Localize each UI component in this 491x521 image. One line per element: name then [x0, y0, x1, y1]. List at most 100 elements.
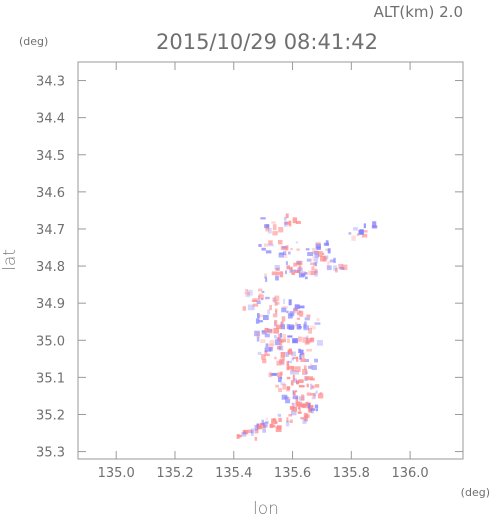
data-cell [292, 356, 299, 360]
data-cell [263, 243, 269, 247]
data-cell [310, 392, 315, 396]
data-cell [309, 408, 316, 411]
data-cell [285, 270, 288, 275]
data-cell [317, 393, 324, 399]
data-cell [356, 233, 360, 236]
data-cell [272, 297, 275, 302]
data-cell [254, 330, 260, 337]
data-cell [272, 224, 277, 231]
data-cell [283, 298, 286, 305]
data-cell [252, 305, 255, 311]
data-cell [280, 338, 287, 343]
data-cell [327, 248, 331, 254]
data-cell [309, 325, 316, 330]
data-cell [274, 264, 280, 270]
data-cell [314, 404, 319, 409]
data-cell [282, 306, 288, 309]
data-cell [298, 348, 301, 354]
data-cell [293, 378, 297, 383]
data-cell [288, 348, 292, 352]
data-cell [278, 345, 284, 351]
data-cell [293, 340, 297, 343]
data-cell [245, 289, 248, 292]
data-cell [302, 337, 308, 343]
data-cell [309, 405, 314, 410]
data-cell [297, 336, 302, 342]
data-cell [281, 394, 288, 400]
data-cell [280, 322, 283, 328]
data-cell [257, 295, 260, 301]
data-cell [281, 307, 287, 313]
data-cell [286, 265, 290, 270]
data-cell [314, 270, 319, 277]
data-cell [313, 251, 319, 255]
data-cell [306, 314, 311, 318]
data-cell [291, 406, 298, 412]
data-cell [296, 260, 301, 265]
data-cell [273, 297, 277, 303]
data-cell [271, 221, 276, 224]
data-cell [295, 220, 301, 224]
data-cell [272, 418, 276, 422]
data-cell [288, 414, 293, 417]
data-cell [264, 347, 268, 353]
data-cell [273, 335, 277, 339]
data-cell [285, 261, 288, 265]
data-cell [314, 258, 318, 264]
data-cell [274, 421, 278, 424]
data-cell [292, 374, 295, 381]
data-cell [274, 300, 278, 306]
data-cell [260, 424, 266, 429]
data-cell [289, 419, 293, 424]
data-cell [305, 401, 309, 407]
data-cell [295, 371, 299, 375]
data-cell [305, 359, 309, 363]
data-cell [308, 328, 313, 334]
data-cell [285, 399, 291, 404]
data-cell [298, 379, 304, 383]
data-cell [288, 220, 292, 227]
data-cell [292, 389, 295, 395]
data-cell [257, 351, 262, 355]
data-cell [289, 311, 295, 317]
data-cell [283, 251, 287, 256]
data-cell [258, 294, 264, 300]
data-cell [323, 242, 330, 246]
y-tick-label: 34.4 [36, 112, 65, 127]
data-cell [308, 365, 313, 369]
data-cell [286, 338, 291, 343]
data-cell [286, 363, 290, 370]
data-cell [256, 424, 262, 430]
data-cell [305, 370, 309, 375]
data-cell [256, 336, 260, 342]
data-cell [269, 339, 275, 346]
data-cell [309, 363, 313, 369]
data-cell [277, 413, 282, 417]
data-cell [276, 271, 280, 276]
data-cell [322, 256, 327, 262]
data-cell [264, 333, 270, 338]
data-cell [296, 380, 300, 384]
data-cell [275, 384, 279, 388]
data-cell [296, 323, 301, 330]
data-cell [298, 265, 302, 271]
data-cell [280, 377, 283, 380]
data-cell [290, 411, 297, 416]
y-tick-label: 34.7 [36, 223, 65, 238]
data-cell [268, 244, 274, 247]
data-cell [268, 228, 272, 234]
data-cell [290, 351, 296, 357]
data-cell [298, 385, 305, 388]
data-cell [268, 240, 273, 245]
data-cell [290, 380, 294, 386]
data-cell [307, 376, 314, 380]
data-cell [311, 266, 315, 271]
data-cell [280, 321, 284, 327]
data-cell [316, 246, 321, 250]
data-cell [304, 317, 310, 321]
data-cell [280, 351, 286, 358]
data-cell [268, 372, 273, 378]
data-cell [307, 405, 314, 410]
data-cell [306, 337, 312, 342]
data-cell [270, 424, 276, 428]
